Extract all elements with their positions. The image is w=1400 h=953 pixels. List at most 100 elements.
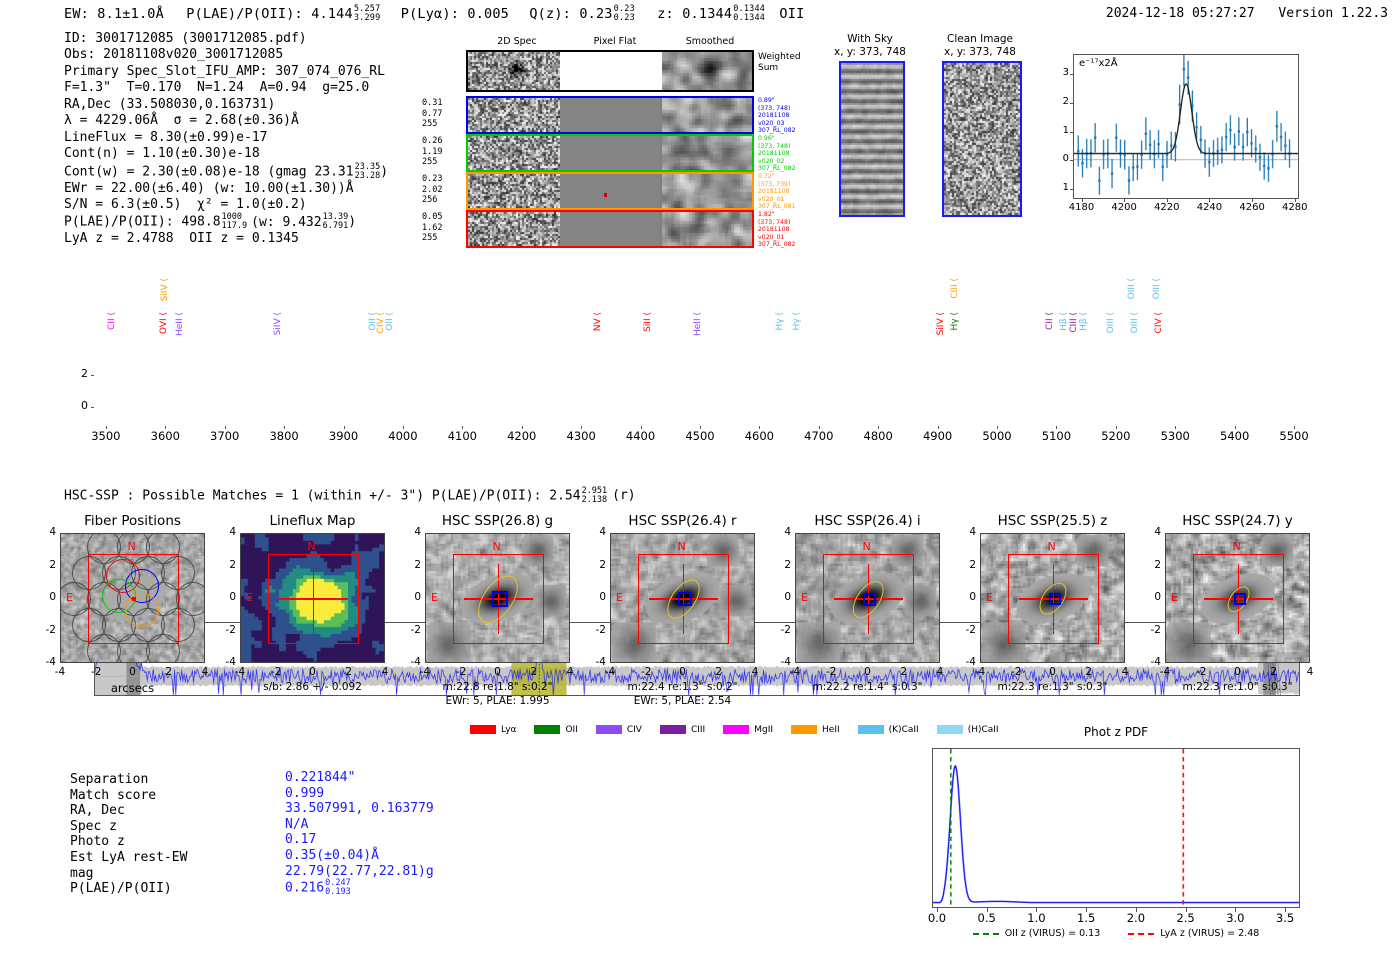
spectrum-xtick: 3500 (91, 429, 121, 443)
match-marker (1048, 593, 1061, 605)
thumb-ytick: 0 (49, 591, 56, 603)
emission-ytick: 1 (1062, 181, 1069, 193)
fiber-circle (146, 633, 181, 662)
pdf-legend-entry: OII z (VIRUS) = 0.13 (972, 928, 1100, 939)
thumb-ytick: 4 (784, 526, 791, 538)
pdf-xtick: 2.0 (1126, 911, 1146, 925)
thumb-ytick: 0 (1154, 591, 1161, 603)
spectrum-line-label: OVI ( (159, 312, 170, 335)
thumb-ytick: 2 (229, 558, 236, 571)
thumb-xtick: 0 (494, 666, 501, 678)
thumb-xtick: -2 (1011, 666, 1022, 678)
legend-label: (H)CaII (967, 725, 999, 735)
thumb-xtick: 4 (751, 666, 759, 678)
thumb-ytick: 4 (969, 526, 976, 538)
header-plae-lo: 3.299 (353, 12, 381, 23)
crosshair-vertical (867, 564, 870, 634)
with-sky-coords: x, y: 373, 748 (834, 46, 906, 58)
center-marker (131, 597, 136, 601)
aperture-box (453, 553, 544, 645)
hsc-headline: HSC-SSP : Possible Matches = 1 (within +… (64, 487, 636, 505)
spectrum-xtick: 4300 (566, 429, 596, 443)
spectrum-xtick: 5000 (982, 429, 1012, 443)
col-title-pixelflat: Pixel Flat (593, 36, 637, 47)
thumb-xtick: 4 (381, 666, 389, 678)
match-table-value: 33.507991, 0.163779 (285, 801, 434, 817)
thumb-caption-2: EWr: 5, PLAE: 1.995 (445, 695, 550, 707)
thumb-ytick: 2 (969, 558, 976, 571)
match-marker (1233, 593, 1246, 605)
thumb-xtick: -2 (456, 666, 467, 678)
thumb-xtick: 2 (165, 666, 173, 678)
thumb-xtick: 0 (1234, 666, 1241, 678)
info-plae-w: (w: 9.432 (251, 214, 322, 230)
crosshair-vertical (312, 564, 315, 634)
thumb-xtick: 2 (715, 666, 723, 678)
legend-swatch (595, 725, 622, 734)
pdf-legend-swatch (972, 932, 999, 935)
aperture-box (638, 553, 729, 645)
info-plae-w-lo: 6.791 (322, 221, 349, 232)
header-ew: EW: 8.1±1.0Å (64, 5, 164, 22)
thumb-ytick: 4 (1154, 526, 1161, 538)
thumb-xtick: 4 (1306, 666, 1314, 678)
pdf-xtick: 2.5 (1176, 911, 1195, 925)
thumb-xtick: -2 (826, 666, 837, 678)
info-cont-w: Cont(w) = 2.30(±0.08)e-18 (gmag 23.3123.… (64, 162, 388, 181)
compass-e: E (431, 591, 438, 604)
match-table-value: N/A (285, 816, 309, 832)
compass-e: E (246, 591, 253, 604)
thumb-xtick: -4 (234, 666, 246, 678)
thumb-xtick: 4 (936, 666, 944, 678)
spectrum-xtick: 3900 (328, 429, 359, 443)
pdf-legend-entry: LyA z (VIRUS) = 2.48 (1128, 928, 1259, 939)
thumb-ytick: -2 (225, 623, 236, 636)
pdf-xtick: 0.5 (977, 911, 996, 925)
aperture-box (1008, 553, 1099, 645)
info-radec: RA,Dec (33.508030,0.163731) (64, 96, 276, 112)
thumb-ytick: -2 (45, 623, 56, 636)
crosshair-vertical (1052, 564, 1055, 634)
compass-e: E (986, 591, 993, 604)
thumb-ytick: -2 (410, 623, 421, 636)
spectrum-line-label: CIII ( (1069, 312, 1080, 333)
thumb-ytick: -4 (225, 656, 236, 668)
spectrum-xtick: 3800 (269, 429, 299, 443)
header-qz-label: Q(z): (529, 5, 571, 22)
thumb-ytick: 2 (784, 558, 791, 571)
match-table-label: RA, Dec (70, 803, 125, 819)
thumb-caption-1: m:22.4 re:1.3" s:0.2" (627, 681, 738, 693)
header-summary: EW: 8.1±1.0Å P(LAE)/P(OII): 4.1445.257 3.… (64, 5, 804, 23)
thumb-title: HSC SSP(26.8) g (441, 513, 554, 529)
thumb-xtick: -2 (91, 666, 102, 678)
compass-n: N (1232, 540, 1241, 553)
spectrum-line-label: Hβ ( (1058, 312, 1069, 331)
thumb-title: HSC SSP(25.5) z (997, 513, 1108, 529)
thumb-xtick: -4 (1159, 666, 1171, 678)
emission-xtick: 4260 (1239, 202, 1265, 213)
info-seeing: F=1.3" T=0.170 N=1.24 A=0.94 g=25.0 (64, 80, 370, 96)
thumb-xtick: -4 (974, 666, 986, 678)
spec2d-block: 2D Spec Pixel Flat Smoothed Weighted Sum… (422, 36, 801, 251)
match-marker (491, 591, 508, 607)
thumb-xtick: 2 (1270, 666, 1278, 678)
match-table-label: Match score (70, 787, 157, 803)
info-obs: Obs: 20181108v020_3001712085 (64, 47, 284, 63)
spectrum-line-label: OIII ( (1130, 312, 1141, 334)
crosshair-vertical (497, 564, 500, 634)
match-table-label: mag (70, 865, 94, 881)
spectrum-line-label: Hγ ( (791, 312, 802, 331)
legend-label: MgII (754, 725, 774, 735)
thumb-caption-1: m:22.3 re:1.0" s:0.3" (1182, 681, 1293, 693)
spectrum-line-label: SiIV ( (273, 312, 284, 336)
spectrum-line-label: SiIV ( (935, 312, 946, 336)
clean-image-title: Clean Image (946, 33, 1014, 45)
legend-swatch (857, 725, 884, 734)
